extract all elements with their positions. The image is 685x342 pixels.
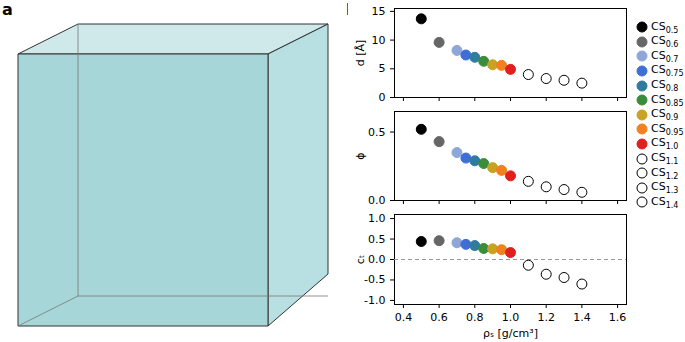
html-text:CS0.6: CS0.6 [651, 34, 679, 50]
html-text:b: b [346, 0, 358, 19]
svg-text:1.0: 1.0 [502, 311, 520, 324]
svg-text:0.0: 0.0 [368, 253, 386, 266]
html-text:CS0.9: CS0.9 [651, 107, 679, 123]
svg-text:d [Å]: d [Å] [354, 40, 367, 67]
html-text:CS0.8: CS0.8 [651, 78, 679, 94]
html-text:a: a [2, 0, 13, 19]
html-text:CS0.85: CS0.85 [651, 92, 684, 108]
svg-text:0: 0 [379, 91, 386, 104]
svg-text:0.0: 0.0 [368, 194, 386, 207]
html-text:CS0.7: CS0.7 [651, 48, 679, 65]
html-text:CS1.0: CS1.0 [651, 136, 679, 152]
svg-text:10: 10 [372, 34, 386, 47]
svg-text:0.4: 0.4 [395, 311, 413, 324]
svg-text:0.5: 0.5 [368, 126, 386, 139]
svg-text:-0.5: -0.5 [364, 273, 385, 286]
svg-text:1.0: 1.0 [368, 212, 386, 225]
svg-text:-1.0: -1.0 [364, 294, 385, 307]
svg-text:ρₛ [g/cm³]: ρₛ [g/cm³] [483, 327, 538, 340]
html-text:CS1.1: CS1.1 [651, 151, 679, 167]
svg-text:ϕ: ϕ [354, 152, 367, 159]
svg-text:15: 15 [372, 5, 386, 18]
svg-text:0.5: 0.5 [368, 233, 386, 246]
html-text:CS0.95: CS0.95 [651, 121, 684, 137]
html-text:CS1.3: CS1.3 [651, 180, 679, 196]
svg-text:1.4: 1.4 [573, 311, 591, 324]
svg-text:1.2: 1.2 [537, 311, 555, 324]
svg-text:0.6: 0.6 [430, 311, 448, 324]
svg-text:1.6: 1.6 [609, 311, 627, 324]
html-text:CS0.5: CS0.5 [651, 19, 679, 35]
svg-text:0.8: 0.8 [466, 311, 484, 324]
svg-text:5: 5 [379, 62, 386, 75]
html-text:CS0.75: CS0.75 [651, 63, 684, 79]
html-text:CS1.2: CS1.2 [651, 165, 679, 181]
svg-text:cₜ: cₜ [354, 255, 367, 264]
html-text:CS1.4: CS1.4 [651, 194, 679, 210]
